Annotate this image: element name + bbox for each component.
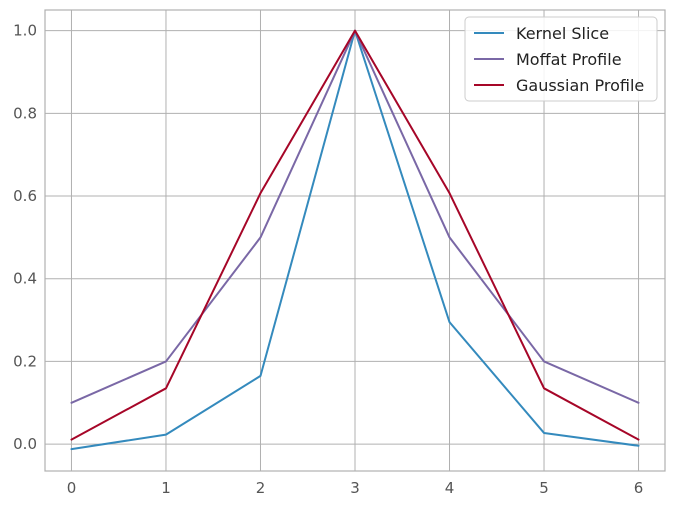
plot-frame	[44, 9, 666, 472]
x-tick-label: 0	[67, 479, 77, 497]
legend-box	[464, 16, 658, 102]
x-tick-label: 4	[445, 479, 455, 497]
x-tick-label: 1	[161, 479, 171, 497]
y-tick-label: 0.2	[13, 352, 37, 370]
y-tick-label: 1.0	[13, 22, 37, 40]
y-tick-label: 0.0	[13, 435, 37, 453]
y-axis-ticks: 0.0 0.2 0.4 0.6 0.8 1.0	[13, 22, 37, 453]
x-tick-label: 5	[539, 479, 549, 497]
legend: Kernel Slice Moffat Profile Gaussian Profi…	[464, 16, 658, 102]
y-tick-label: 0.8	[13, 104, 37, 122]
x-tick-label: 2	[256, 479, 266, 497]
legend-label-1: Kernel Slice	[516, 24, 609, 43]
x-tick-label: 3	[350, 479, 360, 497]
y-tick-label: 0.4	[13, 270, 37, 288]
y-tick-label: 0.6	[13, 187, 37, 205]
legend-label-2: Moffat Profile	[516, 50, 622, 69]
series-lines	[70, 29, 640, 451]
x-axis-ticks: 0 1 2 3 4 5 6	[67, 479, 644, 497]
series-line-3	[70, 29, 640, 441]
legend-label-3: Gaussian Profile	[516, 76, 644, 95]
x-tick-label: 6	[634, 479, 644, 497]
